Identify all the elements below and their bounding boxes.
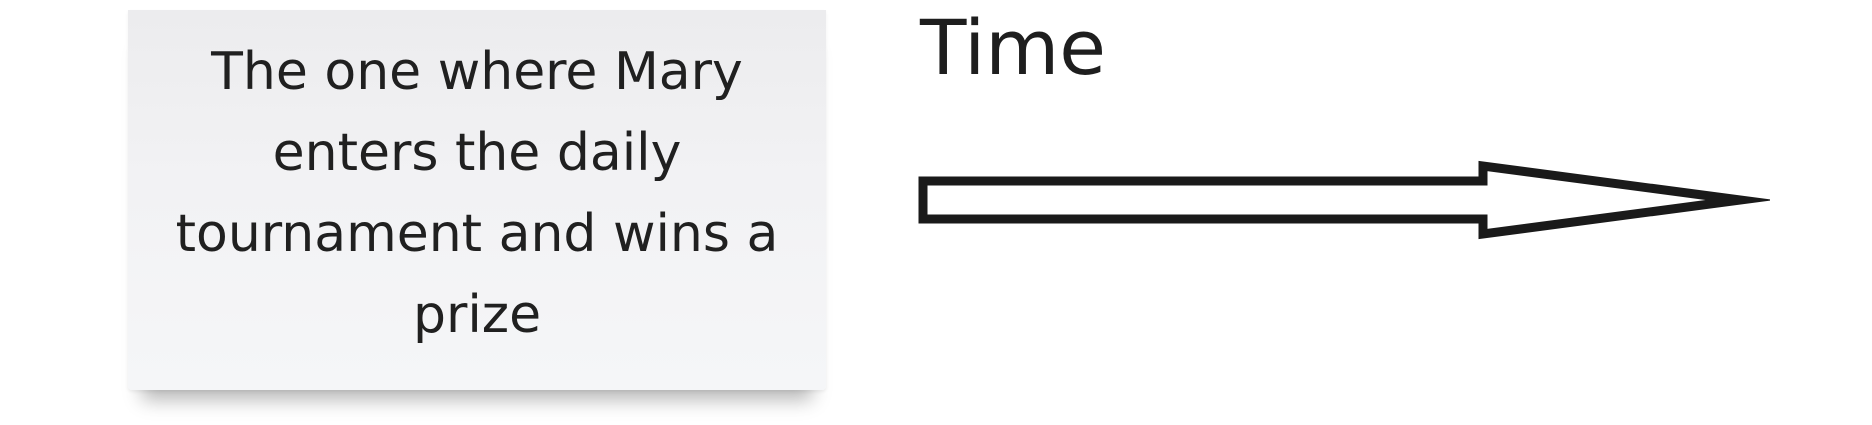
sticky-note-text: The one where Mary enters the daily tour… — [175, 42, 779, 345]
sticky-note[interactable]: The one where Mary enters the daily tour… — [128, 10, 826, 390]
time-axis-label: Time — [920, 3, 1106, 92]
time-arrow-shape — [918, 160, 1770, 240]
time-arrow-icon — [918, 160, 1770, 240]
